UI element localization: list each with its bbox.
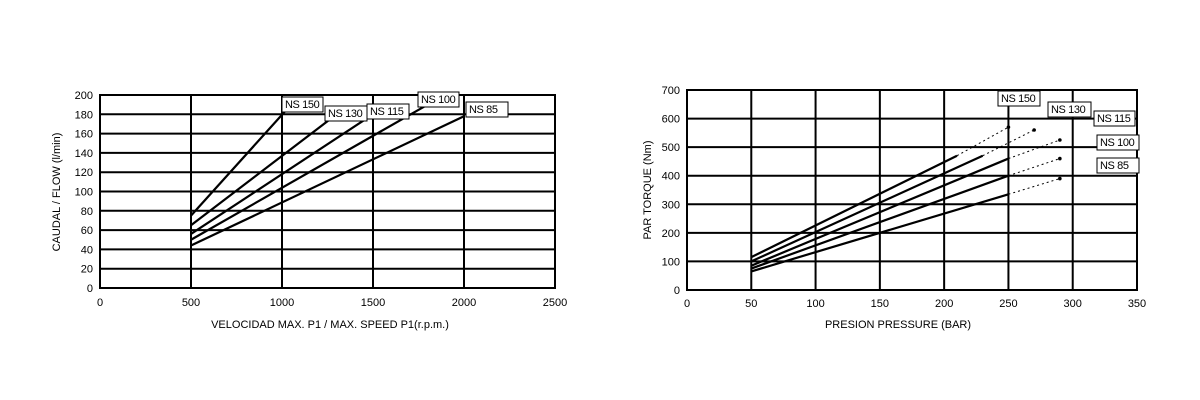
y-axis-label: PAR TORQUE (Nm) bbox=[642, 140, 654, 239]
y-tick-label: 180 bbox=[75, 109, 93, 121]
x-axis-label: VELOCIDAD MAX. P1 / MAX. SPEED P1(r.p.m.… bbox=[211, 319, 449, 331]
series-label-box bbox=[417, 91, 460, 108]
x-tick-label: 50 bbox=[745, 298, 757, 310]
y-tick-label: 600 bbox=[662, 114, 680, 126]
series-label-box bbox=[1096, 134, 1140, 151]
x-tick-label: 500 bbox=[182, 297, 200, 309]
series-line bbox=[190, 113, 374, 235]
series-label-box bbox=[1047, 101, 1092, 118]
y-tick-label: 200 bbox=[75, 90, 93, 102]
series-end-point bbox=[1058, 156, 1062, 161]
series-dotted-extension bbox=[1008, 178, 1061, 195]
series-label: NS 150 bbox=[285, 99, 320, 111]
series-line bbox=[750, 193, 1009, 273]
y-tick-label: 400 bbox=[662, 171, 680, 183]
series-end-point bbox=[1006, 125, 1011, 129]
series-label: NS 100 bbox=[1100, 137, 1135, 149]
series-line bbox=[750, 154, 984, 263]
y-tick-label: 100 bbox=[75, 187, 93, 199]
series-label: NS 130 bbox=[328, 108, 363, 120]
series-line bbox=[190, 103, 292, 217]
series-end-point bbox=[1058, 138, 1062, 142]
series-line bbox=[190, 115, 465, 247]
plot-frame bbox=[99, 94, 556, 289]
series-line bbox=[750, 154, 958, 259]
series-label: NS 115 bbox=[370, 106, 404, 118]
series-line bbox=[190, 113, 338, 227]
x-tick-label: 350 bbox=[1128, 298, 1146, 310]
x-tick-label: 1000 bbox=[270, 297, 294, 309]
x-tick-label: 0 bbox=[684, 298, 690, 310]
y-tick-label: 0 bbox=[674, 285, 680, 297]
series-label-box bbox=[997, 90, 1041, 107]
series-label-box bbox=[281, 96, 324, 113]
x-tick-label: 250 bbox=[999, 298, 1017, 310]
series-label-box bbox=[465, 101, 509, 118]
series-label: NS 85 bbox=[469, 104, 498, 116]
series-label: NS 150 bbox=[1001, 93, 1036, 105]
y-tick-label: 500 bbox=[662, 142, 680, 154]
torque-vs-pressure-chart: 0 50 100 150 200 250 300 350 0 100 200 300 400 500 600… bbox=[642, 85, 1146, 331]
x-axis-label: PRESION PRESSURE (BAR) bbox=[825, 319, 971, 331]
series-label: NS 130 bbox=[1051, 104, 1086, 116]
y-tick-label: 20 bbox=[81, 264, 93, 276]
series-end-point bbox=[1058, 176, 1062, 181]
x-tick-label: 150 bbox=[871, 298, 889, 310]
y-tick-label: 60 bbox=[81, 225, 93, 237]
x-tick-label: 2500 bbox=[543, 297, 567, 309]
y-tick-label: 120 bbox=[75, 167, 93, 179]
y-tick-label: 160 bbox=[75, 129, 93, 141]
x-tick-label: 1500 bbox=[361, 297, 385, 309]
series-line bbox=[750, 174, 1009, 270]
series-dotted-extension bbox=[956, 126, 1009, 157]
series-label-box bbox=[1096, 157, 1140, 174]
y-tick-label: 300 bbox=[662, 199, 680, 211]
series-label-box bbox=[1093, 110, 1136, 127]
x-tick-label: 300 bbox=[1064, 298, 1082, 310]
series-label: NS 85 bbox=[1100, 160, 1129, 172]
series-label: NS 115 bbox=[1097, 113, 1131, 125]
y-tick-label: 100 bbox=[662, 256, 680, 268]
series-end-point bbox=[1032, 128, 1036, 132]
series-line bbox=[190, 103, 429, 241]
x-tick-label: 100 bbox=[806, 298, 824, 310]
y-tick-label: 200 bbox=[662, 228, 680, 240]
plot-frame bbox=[686, 89, 1138, 291]
series-label-box bbox=[366, 103, 410, 120]
y-tick-label: 700 bbox=[662, 85, 680, 97]
y-axis-label: CAUDAL / FLOW (l/min) bbox=[51, 133, 63, 252]
y-tick-label: 40 bbox=[81, 244, 93, 256]
y-tick-label: 0 bbox=[87, 283, 93, 295]
y-tick-label: 140 bbox=[75, 148, 93, 160]
flow-vs-speed-chart: 0 500 1000 1500 2000 2500 0 20 40 60 80 100 120 140 16… bbox=[51, 90, 567, 331]
x-tick-label: 200 bbox=[935, 298, 953, 310]
x-tick-label: 2000 bbox=[452, 297, 476, 309]
series-label: NS 100 bbox=[421, 94, 456, 106]
series-dotted-extension bbox=[1008, 158, 1061, 177]
y-tick-label: 80 bbox=[81, 206, 93, 218]
series-dotted-extension bbox=[1008, 139, 1061, 160]
series-line bbox=[750, 157, 1009, 267]
x-tick-label: 0 bbox=[97, 297, 103, 309]
